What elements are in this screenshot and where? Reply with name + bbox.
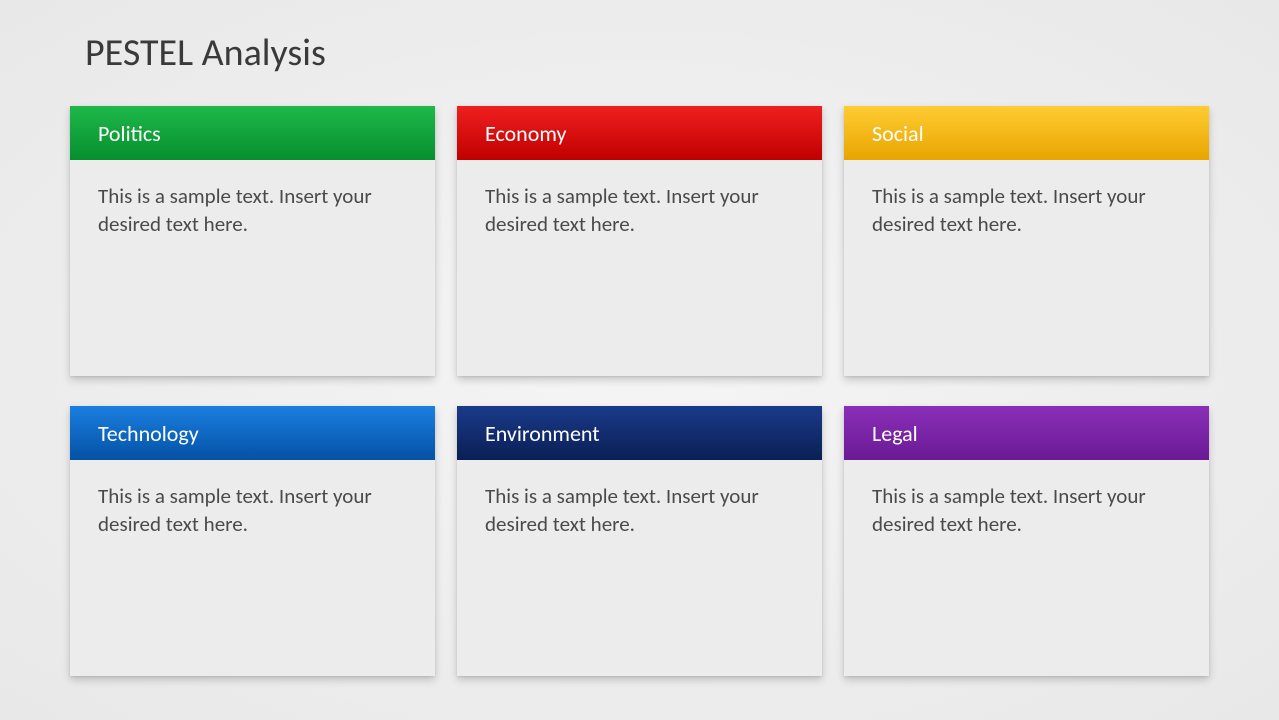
card-economy: Economy This is a sample text. Insert yo… — [457, 106, 822, 376]
card-body-environment: This is a sample text. Insert your desir… — [457, 460, 822, 676]
card-header-technology: Technology — [70, 406, 435, 460]
card-social: Social This is a sample text. Insert you… — [844, 106, 1209, 376]
card-body-economy: This is a sample text. Insert your desir… — [457, 160, 822, 376]
card-header-social: Social — [844, 106, 1209, 160]
card-header-environment: Environment — [457, 406, 822, 460]
page-title: PESTEL Analysis — [85, 30, 1209, 76]
card-body-politics: This is a sample text. Insert your desir… — [70, 160, 435, 376]
card-politics: Politics This is a sample text. Insert y… — [70, 106, 435, 376]
card-header-legal: Legal — [844, 406, 1209, 460]
card-header-politics: Politics — [70, 106, 435, 160]
card-environment: Environment This is a sample text. Inser… — [457, 406, 822, 676]
card-body-technology: This is a sample text. Insert your desir… — [70, 460, 435, 676]
card-body-legal: This is a sample text. Insert your desir… — [844, 460, 1209, 676]
pestel-grid: Politics This is a sample text. Insert y… — [70, 106, 1209, 676]
card-body-social: This is a sample text. Insert your desir… — [844, 160, 1209, 376]
card-technology: Technology This is a sample text. Insert… — [70, 406, 435, 676]
card-header-economy: Economy — [457, 106, 822, 160]
card-legal: Legal This is a sample text. Insert your… — [844, 406, 1209, 676]
